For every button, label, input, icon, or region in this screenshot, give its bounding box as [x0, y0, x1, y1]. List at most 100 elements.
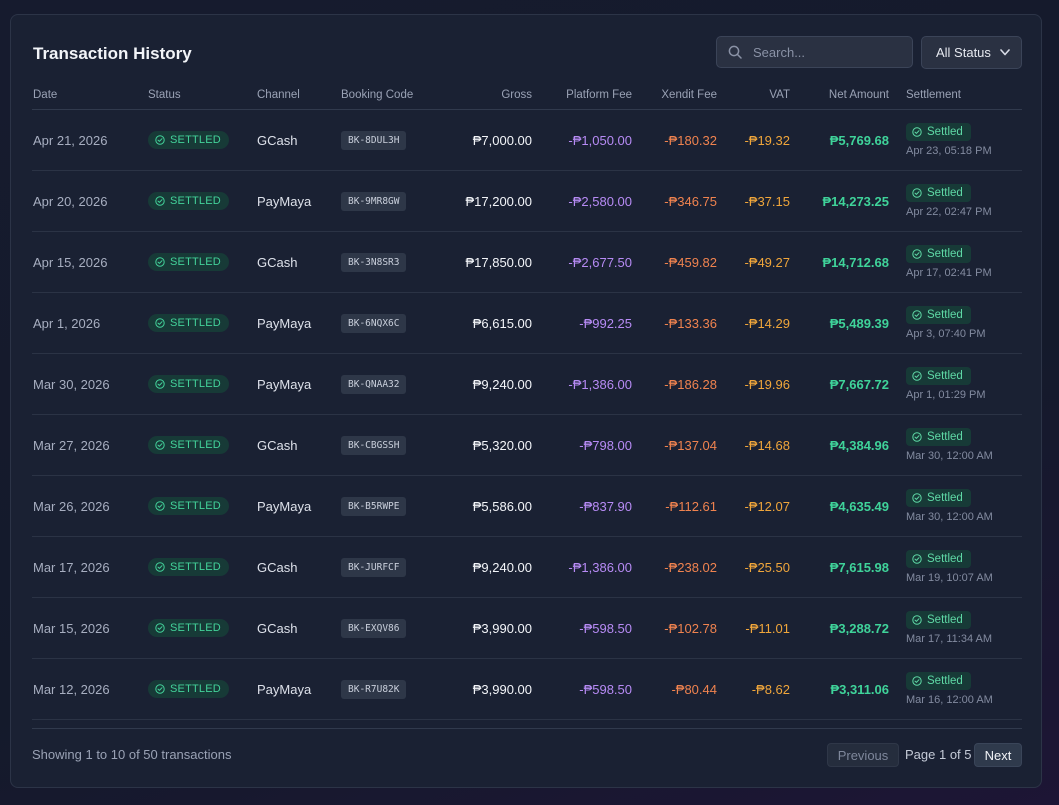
cell-settlement: Settled Mar 17, 11:34 AM — [889, 597, 1022, 659]
status-badge: SETTLED — [148, 619, 229, 637]
settlement-badge: Settled — [906, 245, 971, 263]
cell-platform-fee: -₱2,580.00 — [532, 170, 632, 232]
booking-code-chip: BK-3N8SR3 — [341, 252, 407, 272]
settlement-time: Mar 30, 12:00 AM — [906, 511, 993, 523]
settlement-badge-label: Settled — [927, 553, 963, 565]
check-circle-icon — [912, 249, 922, 259]
cell-booking-code: BK-8DUL3H — [341, 109, 433, 171]
chevron-down-icon — [1000, 49, 1010, 56]
cell-xendit-fee: -₱80.44 — [632, 658, 717, 720]
cell-net-amount: ₱4,384.96 — [790, 414, 889, 476]
next-page-button[interactable]: Next — [974, 743, 1022, 767]
table-row[interactable]: Mar 27, 2026 SETTLED GCash BK-CBGSSH ₱5,… — [32, 414, 1022, 476]
column-header-date: Date — [32, 81, 148, 110]
cell-channel: GCash — [257, 536, 341, 598]
footer-divider — [32, 728, 1022, 729]
cell-status: SETTLED — [148, 109, 257, 171]
table-row[interactable]: Apr 1, 2026 SETTLED PayMaya BK-6NQX6C ₱6… — [32, 292, 1022, 354]
booking-code-chip: BK-QNAA32 — [341, 374, 407, 394]
status-badge-label: SETTLED — [170, 317, 221, 329]
settlement-time: Apr 22, 02:47 PM — [906, 206, 992, 218]
check-circle-icon — [912, 676, 922, 686]
cell-channel: PayMaya — [257, 292, 341, 354]
cell-channel: PayMaya — [257, 170, 341, 232]
settlement-time: Apr 17, 02:41 PM — [906, 267, 992, 279]
cell-booking-code: BK-JURFCF — [341, 536, 433, 598]
settlement-badge-label: Settled — [927, 431, 963, 443]
check-circle-icon — [155, 501, 165, 511]
status-badge: SETTLED — [148, 131, 229, 149]
previous-page-button[interactable]: Previous — [827, 743, 899, 767]
cell-settlement: Settled Apr 17, 02:41 PM — [889, 231, 1022, 293]
column-header-gross: Gross — [433, 81, 532, 110]
settlement-badge: Settled — [906, 184, 971, 202]
status-badge: SETTLED — [148, 253, 229, 271]
table-row[interactable]: Apr 15, 2026 SETTLED GCash BK-3N8SR3 ₱17… — [32, 231, 1022, 293]
check-circle-icon — [155, 135, 165, 145]
transactions-table: Date Status Channel Booking Code Gross P… — [32, 81, 1022, 720]
cell-status: SETTLED — [148, 353, 257, 415]
cell-platform-fee: -₱1,050.00 — [532, 109, 632, 171]
cell-booking-code: BK-CBGSSH — [341, 414, 433, 476]
status-badge-label: SETTLED — [170, 256, 221, 268]
cell-status: SETTLED — [148, 292, 257, 354]
check-circle-icon — [912, 493, 922, 503]
booking-code-chip: BK-8DUL3H — [341, 130, 407, 150]
booking-code-chip: BK-B5RWPE — [341, 496, 407, 516]
table-row[interactable]: Mar 15, 2026 SETTLED GCash BK-EXQV86 ₱3,… — [32, 597, 1022, 659]
cell-net-amount: ₱5,769.68 — [790, 109, 889, 171]
cell-vat: -₱8.62 — [717, 658, 790, 720]
settlement-badge-label: Settled — [927, 126, 963, 138]
cell-vat: -₱49.27 — [717, 231, 790, 293]
cell-gross: ₱17,200.00 — [433, 170, 532, 232]
search-box[interactable] — [716, 36, 913, 68]
cell-net-amount: ₱14,712.68 — [790, 231, 889, 293]
cell-net-amount: ₱7,615.98 — [790, 536, 889, 598]
cell-xendit-fee: -₱346.75 — [632, 170, 717, 232]
table-row[interactable]: Apr 21, 2026 SETTLED GCash BK-8DUL3H ₱7,… — [32, 109, 1022, 171]
settlement-time: Apr 3, 07:40 PM — [906, 328, 986, 340]
transaction-history-card: Transaction History All Status D — [10, 14, 1042, 788]
status-filter-select[interactable]: All Status — [921, 36, 1022, 69]
cell-platform-fee: -₱1,386.00 — [532, 353, 632, 415]
settlement-badge: Settled — [906, 550, 971, 568]
table-row[interactable]: Apr 20, 2026 SETTLED PayMaya BK-9MR8GW ₱… — [32, 170, 1022, 232]
cell-channel: PayMaya — [257, 353, 341, 415]
cell-xendit-fee: -₱133.36 — [632, 292, 717, 354]
cell-settlement: Settled Apr 3, 07:40 PM — [889, 292, 1022, 354]
cell-xendit-fee: -₱238.02 — [632, 536, 717, 598]
cell-vat: -₱19.32 — [717, 109, 790, 171]
column-header-net-amount: Net Amount — [790, 81, 889, 110]
cell-status: SETTLED — [148, 231, 257, 293]
table-row[interactable]: Mar 26, 2026 SETTLED PayMaya BK-B5RWPE ₱… — [32, 475, 1022, 537]
cell-date: Mar 30, 2026 — [32, 353, 148, 415]
cell-date: Mar 26, 2026 — [32, 475, 148, 537]
status-badge-label: SETTLED — [170, 378, 221, 390]
cell-xendit-fee: -₱459.82 — [632, 231, 717, 293]
settlement-time: Mar 16, 12:00 AM — [906, 694, 993, 706]
settlement-badge-label: Settled — [927, 187, 963, 199]
search-input[interactable] — [751, 43, 905, 61]
check-circle-icon — [155, 440, 165, 450]
table-row[interactable]: Mar 30, 2026 SETTLED PayMaya BK-QNAA32 ₱… — [32, 353, 1022, 415]
column-header-xendit-fee: Xendit Fee — [632, 81, 717, 110]
cell-net-amount: ₱5,489.39 — [790, 292, 889, 354]
cell-platform-fee: -₱837.90 — [532, 475, 632, 537]
cell-channel: GCash — [257, 414, 341, 476]
status-badge-label: SETTLED — [170, 561, 221, 573]
settlement-badge-label: Settled — [927, 248, 963, 260]
settlement-time: Mar 17, 11:34 AM — [906, 633, 993, 645]
check-circle-icon — [912, 310, 922, 320]
booking-code-chip: BK-6NQX6C — [341, 313, 407, 333]
cell-platform-fee: -₱992.25 — [532, 292, 632, 354]
cell-vat: -₱12.07 — [717, 475, 790, 537]
table-row[interactable]: Mar 17, 2026 SETTLED GCash BK-JURFCF ₱9,… — [32, 536, 1022, 598]
settlement-badge: Settled — [906, 611, 971, 629]
status-filter-value: All Status — [936, 45, 991, 60]
check-circle-icon — [912, 554, 922, 564]
cell-gross: ₱5,320.00 — [433, 414, 532, 476]
page-indicator: Page 1 of 5 — [905, 747, 972, 762]
settlement-badge-label: Settled — [927, 614, 963, 626]
page-title: Transaction History — [33, 44, 192, 63]
table-row[interactable]: Mar 12, 2026 SETTLED PayMaya BK-R7U82K ₱… — [32, 658, 1022, 720]
